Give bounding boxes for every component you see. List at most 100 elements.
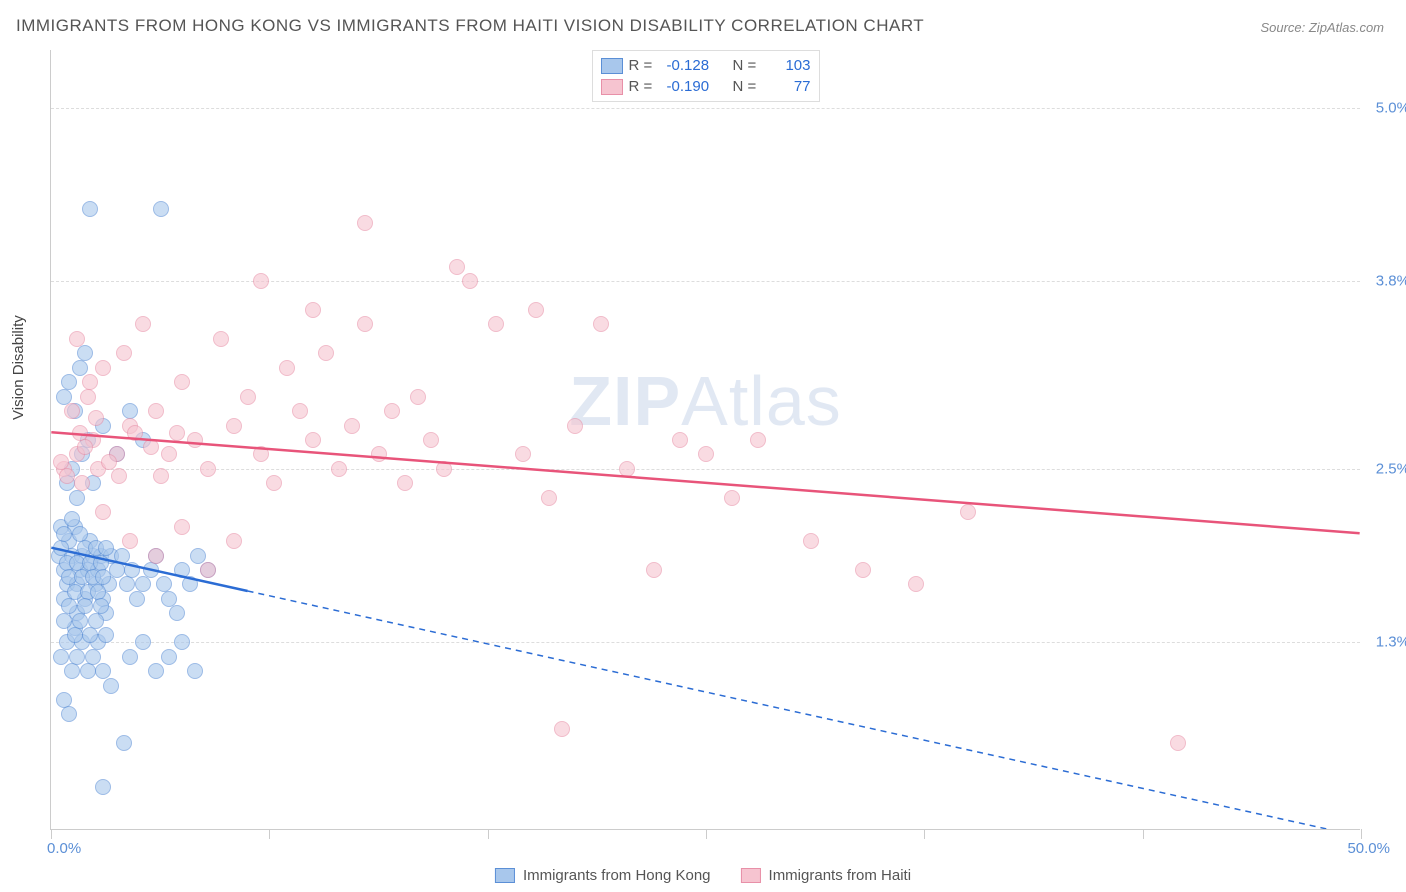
r-value-hk: -0.128	[667, 55, 727, 76]
legend-row-hk: R = -0.128 N = 103	[601, 55, 811, 76]
n-label: N =	[733, 76, 765, 97]
scatter-points	[51, 50, 1360, 829]
scatter-point	[114, 548, 130, 564]
scatter-point	[135, 316, 151, 332]
scatter-point	[67, 627, 83, 643]
scatter-point	[122, 533, 138, 549]
x-max-label: 50.0%	[1347, 840, 1390, 857]
scatter-point	[77, 598, 93, 614]
scatter-point	[174, 374, 190, 390]
scatter-point	[174, 519, 190, 535]
scatter-point	[371, 446, 387, 462]
scatter-point	[672, 432, 688, 448]
scatter-point	[423, 432, 439, 448]
scatter-point	[169, 605, 185, 621]
scatter-point	[357, 215, 373, 231]
scatter-point	[449, 259, 465, 275]
scatter-point	[122, 649, 138, 665]
scatter-point	[357, 316, 373, 332]
scatter-point	[462, 273, 478, 289]
scatter-point	[226, 533, 242, 549]
scatter-point	[53, 649, 69, 665]
scatter-point	[908, 576, 924, 592]
scatter-point	[187, 432, 203, 448]
legend-item-haiti: Immigrants from Haiti	[741, 867, 912, 884]
scatter-point	[240, 389, 256, 405]
scatter-point	[93, 598, 109, 614]
y-tick-label: 3.8%	[1368, 273, 1406, 290]
scatter-point	[64, 663, 80, 679]
scatter-point	[253, 446, 269, 462]
scatter-point	[855, 562, 871, 578]
scatter-point	[95, 569, 111, 585]
scatter-point	[226, 418, 242, 434]
scatter-point	[93, 555, 109, 571]
legend-correlation: R = -0.128 N = 103 R = -0.190 N = 77	[592, 50, 820, 102]
source-label: Source: ZipAtlas.com	[1260, 20, 1384, 35]
scatter-point	[61, 598, 77, 614]
scatter-point	[436, 461, 452, 477]
legend-row-haiti: R = -0.190 N = 77	[601, 76, 811, 97]
scatter-point	[397, 475, 413, 491]
scatter-point	[82, 374, 98, 390]
plot-area: R = -0.128 N = 103 R = -0.190 N = 77 ZIP…	[50, 50, 1360, 830]
n-value-haiti: 77	[771, 76, 811, 97]
scatter-point	[567, 418, 583, 434]
scatter-point	[554, 721, 570, 737]
scatter-point	[72, 360, 88, 376]
scatter-point	[528, 302, 544, 318]
scatter-point	[253, 273, 269, 289]
scatter-point	[143, 439, 159, 455]
scatter-point	[98, 627, 114, 643]
n-value-hk: 103	[771, 55, 811, 76]
scatter-point	[80, 389, 96, 405]
scatter-point	[488, 316, 504, 332]
scatter-point	[153, 468, 169, 484]
scatter-point	[410, 389, 426, 405]
scatter-point	[153, 201, 169, 217]
swatch-hk	[601, 58, 623, 74]
scatter-point	[77, 439, 93, 455]
scatter-point	[318, 345, 334, 361]
series-name-hk: Immigrants from Hong Kong	[523, 867, 711, 884]
scatter-point	[85, 649, 101, 665]
scatter-point	[77, 345, 93, 361]
scatter-point	[59, 468, 75, 484]
scatter-point	[148, 663, 164, 679]
legend-item-hk: Immigrants from Hong Kong	[495, 867, 711, 884]
scatter-point	[88, 410, 104, 426]
scatter-point	[119, 576, 135, 592]
scatter-point	[541, 490, 557, 506]
scatter-point	[95, 504, 111, 520]
y-tick-label: 2.5%	[1368, 460, 1406, 477]
scatter-point	[124, 562, 140, 578]
scatter-point	[305, 302, 321, 318]
scatter-point	[69, 649, 85, 665]
scatter-point	[98, 540, 114, 556]
scatter-point	[1170, 735, 1186, 751]
scatter-point	[279, 360, 295, 376]
scatter-point	[69, 490, 85, 506]
scatter-point	[74, 475, 90, 491]
scatter-point	[200, 461, 216, 477]
scatter-point	[292, 403, 308, 419]
scatter-point	[95, 779, 111, 795]
scatter-point	[80, 663, 96, 679]
r-value-haiti: -0.190	[667, 76, 727, 97]
scatter-point	[82, 201, 98, 217]
r-label: R =	[629, 55, 661, 76]
scatter-point	[135, 634, 151, 650]
scatter-point	[646, 562, 662, 578]
scatter-point	[143, 562, 159, 578]
scatter-point	[56, 613, 72, 629]
scatter-point	[103, 678, 119, 694]
scatter-point	[88, 613, 104, 629]
scatter-point	[127, 425, 143, 441]
scatter-point	[174, 634, 190, 650]
y-axis-label: Vision Disability	[10, 315, 27, 420]
scatter-point	[148, 548, 164, 564]
swatch-haiti	[601, 79, 623, 95]
n-label: N =	[733, 55, 765, 76]
scatter-point	[148, 403, 164, 419]
y-tick-label: 1.3%	[1368, 634, 1406, 651]
